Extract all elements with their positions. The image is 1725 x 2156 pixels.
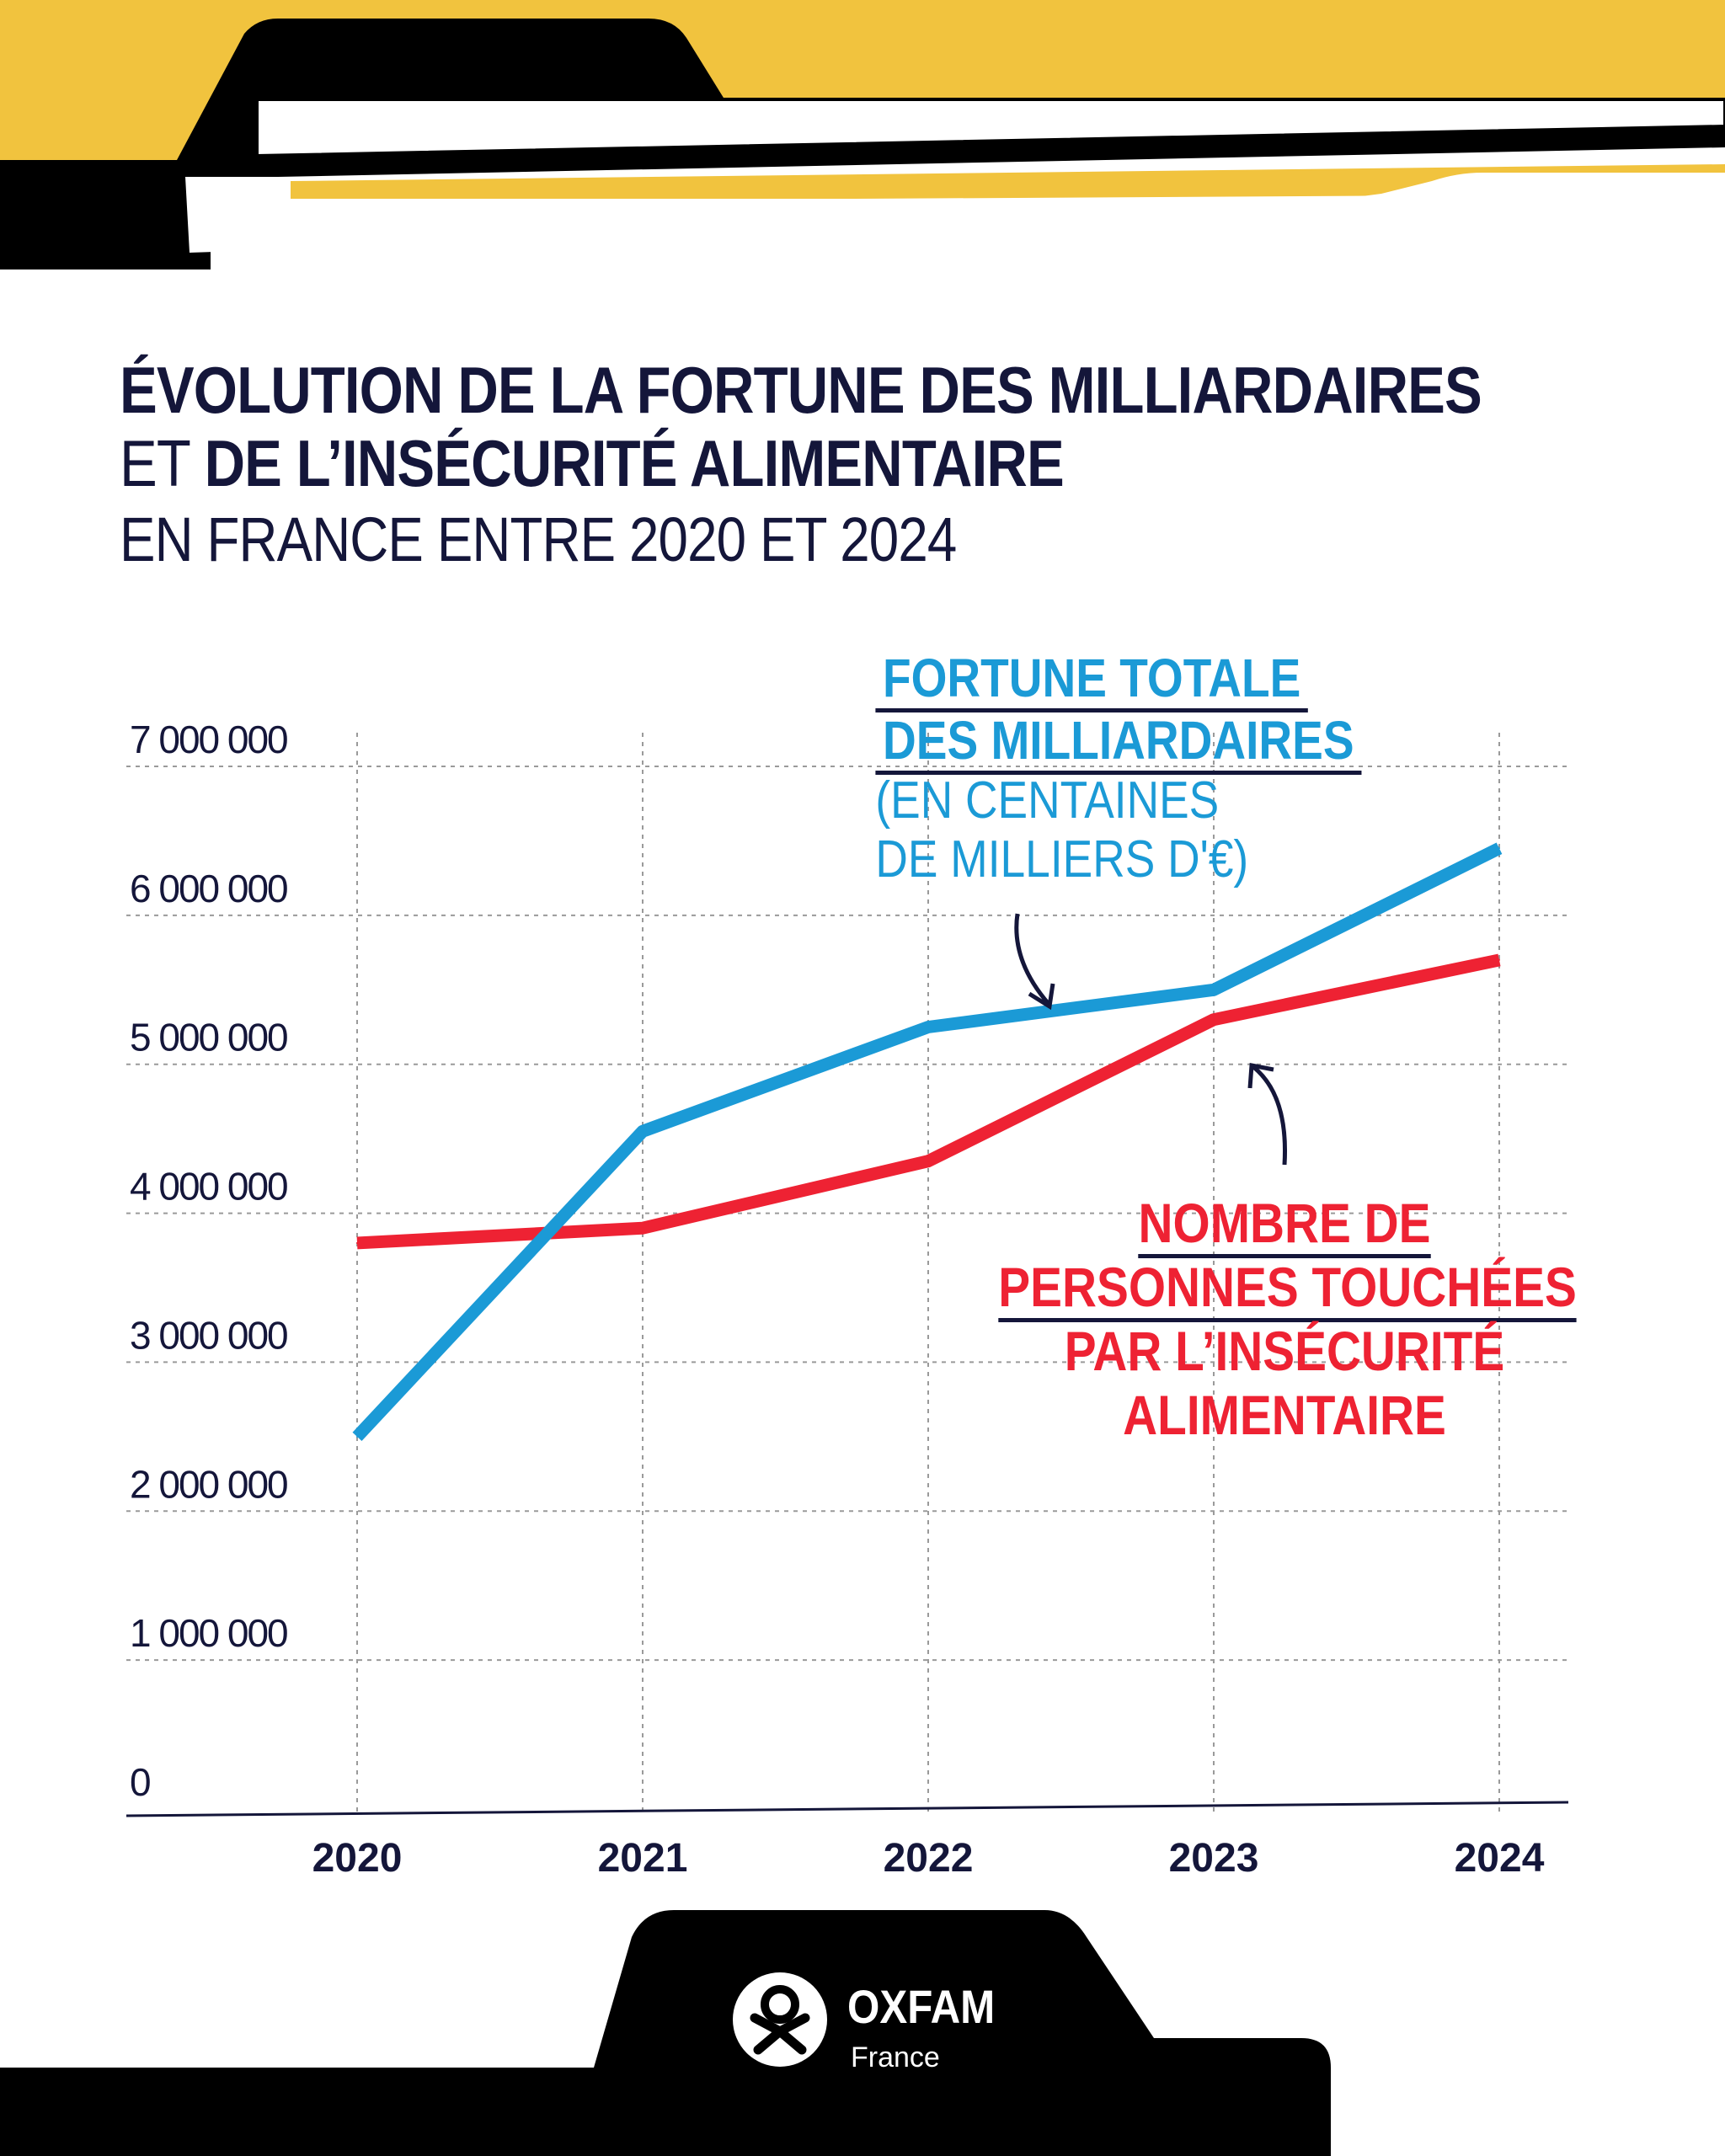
brand-subtitle: France xyxy=(851,2041,940,2074)
oxfam-figure-icon xyxy=(733,1972,827,2067)
footer-folder-decoration xyxy=(0,0,1725,2156)
oxfam-logo-circle xyxy=(733,1972,827,2067)
infographic: ÉVOLUTION DE LA FORTUNE DES MILLIARDAIRE… xyxy=(0,0,1725,2156)
brand-name: OXFAM xyxy=(847,1979,995,2034)
black-footer-tab xyxy=(0,1910,1331,2156)
oxfam-logo: OXFAM France xyxy=(733,1972,1036,2082)
